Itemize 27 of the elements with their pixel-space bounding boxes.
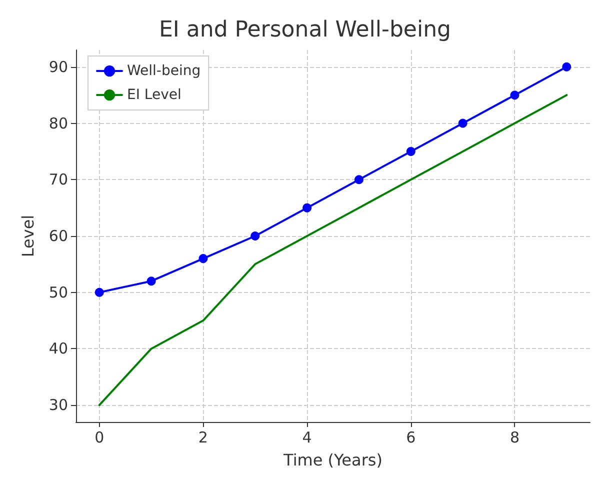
x-tick-label: 6 xyxy=(406,428,416,446)
y-tick-label: 60 xyxy=(48,227,68,245)
point xyxy=(406,146,416,156)
y-tick-label: 80 xyxy=(48,114,68,132)
point xyxy=(562,62,572,72)
x-tick-label: 0 xyxy=(94,428,104,446)
y-tick-label: 30 xyxy=(48,396,68,414)
chart-title: EI and Personal Well-being xyxy=(159,18,451,42)
x-tick-label: 4 xyxy=(302,428,312,446)
point xyxy=(94,288,104,297)
point xyxy=(458,118,468,128)
point xyxy=(302,203,312,212)
y-tick-label: 70 xyxy=(48,170,68,189)
x-tick-label: 8 xyxy=(510,428,520,446)
x-axis-title: Time (Years) xyxy=(282,450,382,470)
y-tick-label: 90 xyxy=(48,58,68,76)
y-tick-label: 40 xyxy=(48,340,68,358)
legend-label: EI Level xyxy=(127,87,182,103)
point xyxy=(146,276,156,286)
legend-label: Well-being xyxy=(127,63,201,79)
point xyxy=(198,254,208,264)
point xyxy=(354,175,364,184)
y-axis-title: Level xyxy=(18,214,38,258)
x-tick-label: 2 xyxy=(198,428,208,446)
y-tick-label: 50 xyxy=(48,283,68,302)
point xyxy=(510,90,520,100)
point xyxy=(250,232,260,240)
